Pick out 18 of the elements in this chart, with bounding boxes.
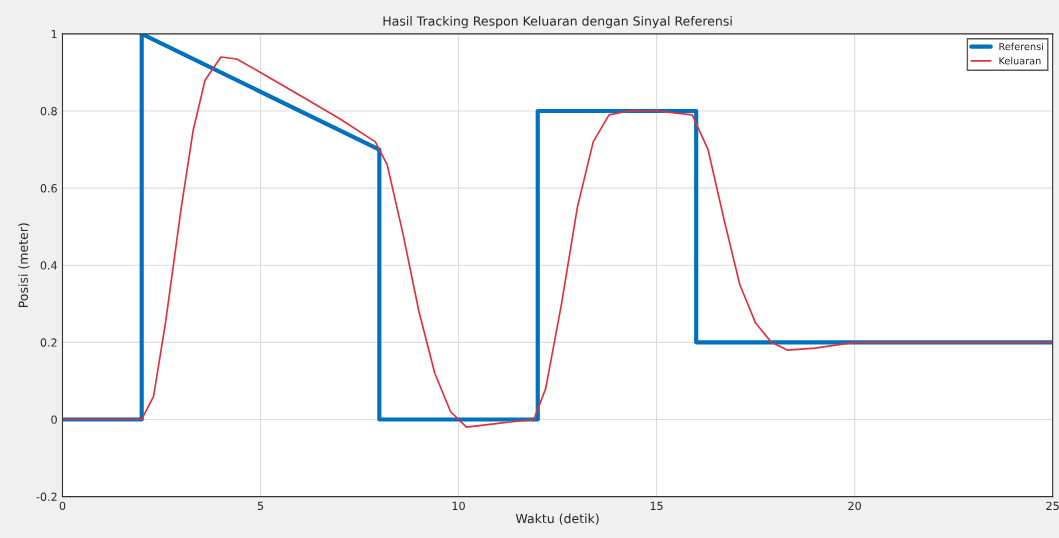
chart-title: Hasil Tracking Respon Keluaran dengan Sinyal Referensi	[383, 16, 732, 29]
y-tick-label: 0.4	[40, 261, 57, 270]
y-tick-label: 0	[51, 415, 57, 424]
x-tick-label: 25	[1046, 501, 1059, 511]
x-tick-label: 5	[257, 501, 264, 511]
x-tick-label: 20	[848, 501, 861, 511]
legend-label: Keluaran	[999, 56, 1041, 65]
y-tick-label: -0.2	[36, 492, 57, 501]
y-tick-label: 0.2	[40, 338, 57, 347]
legend-label: Referensi	[999, 42, 1043, 51]
y-tick-label: 0.6	[40, 184, 57, 193]
y-tick-label: 0.8	[40, 106, 57, 116]
y-axis-title: Posisi (meter)	[18, 223, 30, 308]
x-axis-title: Waktu (detik)	[515, 513, 599, 525]
x-tick-label: 15	[650, 501, 663, 511]
x-tick-label: 0	[59, 501, 66, 511]
y-tick-label: 1	[51, 30, 57, 39]
x-tick-label: 10	[452, 501, 465, 511]
